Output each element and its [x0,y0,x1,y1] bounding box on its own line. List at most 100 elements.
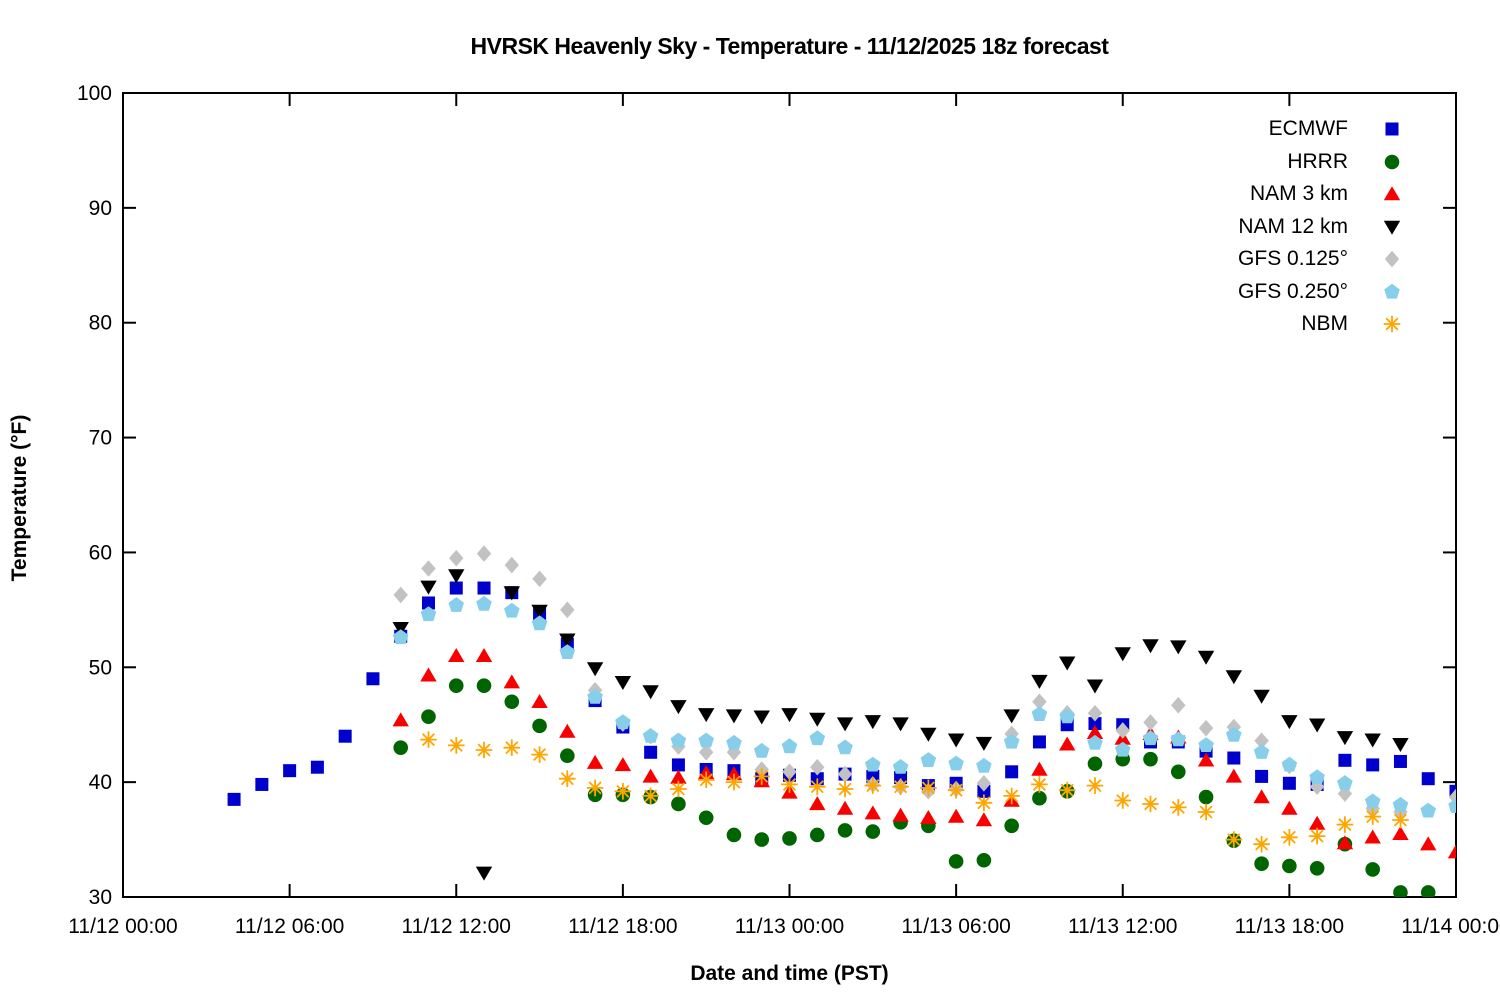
ecmwf-point [644,745,658,759]
series-nam12km [392,569,1409,881]
y-tick-label: 90 [89,197,112,220]
hrrr-point [476,678,492,693]
y-tick-label: 50 [89,656,112,679]
nbm-point [420,731,437,748]
nam12km-point [1225,670,1243,685]
hrrr-point [1170,764,1186,780]
gfs0250-point [1087,734,1103,750]
ecmwf-point [1338,753,1352,767]
y-tick-label: 30 [89,886,112,909]
gfs0125-point [837,765,853,783]
nbm-point [1197,803,1215,821]
gfs0125-point [810,758,825,776]
nbm-point [1058,781,1076,799]
nam12km-point [559,633,576,648]
x-tick-label: 11/13 12:00 [1068,915,1177,938]
nam12km-point [614,676,632,691]
nbm-point [1086,777,1104,794]
nam3km-point [1281,800,1298,815]
nam3km-point [892,807,909,822]
nam12km-point [1392,738,1409,753]
nam12km-point [864,715,882,730]
nam12km-point [920,727,937,742]
nbm-point [1392,811,1409,829]
nam12km-point [475,866,493,881]
nam3km-point [1253,789,1270,804]
hrrr-point [393,740,409,755]
nbm-point [836,780,854,798]
x-axis-label: Date and time (PST) [690,962,889,985]
nbm-point [725,773,743,791]
nam3km-point [586,754,604,769]
nam12km-point [1197,650,1215,665]
gfs0125-point [1171,696,1186,714]
nam12km-point [1281,715,1298,730]
nbm-point [1281,829,1298,846]
gfs0250-point [892,759,909,774]
ecmwf-point [1227,751,1241,765]
nbm-point [475,741,493,759]
x-tick-label: 11/12 12:00 [402,915,511,938]
ecmwf-point [310,760,324,774]
hrrr-point [1254,856,1269,871]
ecmwf-point [449,581,463,595]
gfs0125-point [421,560,436,577]
nam12km-point [781,708,798,723]
gfs0250-point [781,738,798,754]
ecmwf-point [1282,776,1296,790]
nam3km-point [864,805,882,820]
nbm-point [1364,808,1381,825]
nam12km-point [809,712,826,727]
x-tick-label: 11/13 00:00 [735,915,844,938]
legend-label-gfs0125: GFS 0.125° [1238,247,1348,271]
hrrr-point [1087,756,1103,772]
legend-label-nam3km: NAM 3 km [1249,182,1348,206]
legend-item-nbm: NBM [1108,308,1436,341]
gfs0250-point [615,714,631,730]
ecmwf-point [1421,772,1435,786]
hrrr-point [1365,862,1380,877]
gfs0250-point [670,732,687,748]
nbm-point [670,780,687,798]
ecmwf-point [1393,754,1407,768]
nbm-point [1003,787,1020,805]
nbm-point [642,787,659,805]
gfs0125-point [476,545,492,562]
gfs0125-point [1087,704,1103,722]
legend-label-hrrr: HRRR [1287,149,1348,173]
gfs0250-point [948,755,964,771]
nam12km-point [1003,709,1020,724]
hrrr-point [560,748,575,764]
legend: ECMWF HRRR NAM 3 km NAM 12 km GFS 0.125° GFS … [1108,113,1436,341]
hrrr-point [698,810,714,826]
nam12km-point [1031,674,1048,689]
nbm-point [947,781,965,799]
gfs0125-point [449,549,464,567]
hrrr-point [976,852,992,868]
nbm-point [781,776,798,793]
hrrr-point [865,824,881,839]
hrrr-point [504,694,520,710]
nam3km-point [1031,761,1048,776]
nbm-point [1142,795,1159,813]
nam12km-point [1253,689,1270,704]
gfs0250-point [559,644,576,659]
y-tick-label: 100 [77,82,112,105]
nbm-point [503,739,521,756]
gfs0250-point [753,742,770,758]
gfs0250-point [865,756,881,772]
gfs0250-point [642,728,659,743]
legend-item-nam3km: NAM 3 km [1108,178,1436,211]
ecmwf-point [1255,769,1269,783]
gfs0125-point [976,774,992,792]
nam3km-point [614,757,632,772]
data-points [227,545,1456,897]
diamond-icon [1348,248,1436,270]
nbm-point [1170,799,1187,816]
gfs0125-point [393,586,408,604]
hrrr-point [1004,818,1019,834]
nam12km-point [1336,731,1354,746]
ecmwf-point [1449,784,1456,798]
nam12km-point [586,662,604,677]
